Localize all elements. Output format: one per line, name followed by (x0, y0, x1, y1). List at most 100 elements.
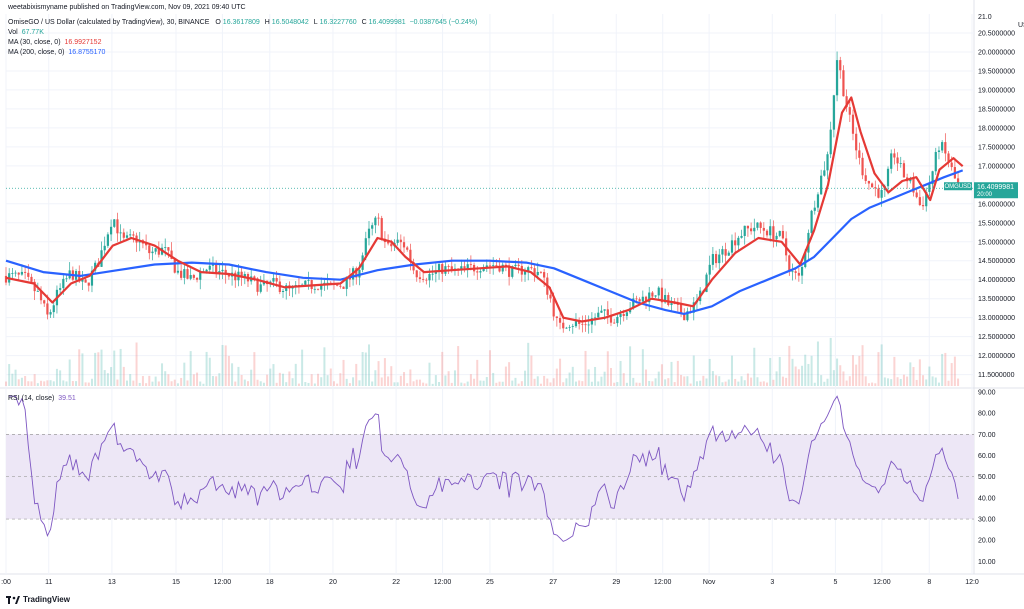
volume-bar (342, 359, 345, 386)
volume-bar (495, 382, 498, 386)
volume-bar (772, 379, 775, 386)
candle-body (641, 296, 644, 302)
time-tick-label: 8 (927, 579, 931, 586)
volume-bar (352, 377, 355, 386)
candle-body (928, 184, 931, 192)
candle-body (791, 271, 794, 273)
volume-bar (902, 374, 905, 386)
candle-body (227, 274, 230, 277)
candle-body (746, 225, 750, 229)
volume-bar (600, 376, 603, 386)
candle-body (170, 250, 173, 259)
candle-body (820, 175, 823, 195)
volume-bar (727, 379, 730, 386)
volume-bar (609, 367, 612, 386)
candle-body (27, 272, 30, 277)
volume-bar (829, 337, 832, 386)
volume-bar (36, 383, 39, 386)
candle-body (402, 242, 406, 248)
volume-bar (383, 358, 386, 386)
candle-body (90, 270, 94, 286)
candle-body (345, 276, 348, 289)
tradingview-logo[interactable]: TradingView (6, 595, 70, 604)
volume-bar (374, 370, 377, 386)
volume-bar (431, 383, 434, 386)
candle-body (581, 323, 584, 325)
price-tick-label: 20.5000000 (978, 30, 1015, 37)
volume-bar (877, 352, 880, 386)
candle-body (855, 133, 858, 151)
symbol-header: OmiseGO / US Dollar (calculated by Tradi… (8, 18, 477, 27)
volume-bar (759, 381, 762, 386)
volume-bar (734, 378, 737, 386)
volume-bar (345, 378, 348, 386)
volume-bar (718, 376, 721, 386)
ma30-header[interactable]: MA (30, close, 0) 16.9927152 (8, 38, 101, 47)
rsi-header[interactable]: RSI (14, close) 39.51 (8, 394, 76, 403)
volume-bar (75, 381, 78, 386)
volume-bar (890, 379, 893, 386)
volume-bar (138, 382, 141, 386)
candle-body (823, 170, 826, 176)
candle-body (132, 234, 135, 236)
volume-header[interactable]: Vol 67.77K (8, 28, 44, 37)
volume-bar (673, 382, 676, 386)
volume-bar (574, 381, 577, 386)
volume-bar (520, 381, 523, 386)
candle-body (218, 271, 221, 274)
volume-bar (473, 378, 476, 386)
candle-body (941, 142, 944, 151)
volume-bar (97, 352, 100, 386)
time-tick-label: 22 (392, 579, 400, 586)
candle-body (676, 304, 679, 305)
volume-bar (645, 369, 648, 386)
volume-bar (705, 378, 708, 386)
candle-body (918, 197, 921, 206)
volume-bar (686, 376, 689, 386)
candle-body (921, 205, 925, 207)
ma200-header[interactable]: MA (200, close, 0) 16.8755170 (8, 48, 105, 57)
rsi-tick-label: 90.00 (978, 390, 996, 397)
volume-bar (915, 379, 918, 386)
candle-body (30, 276, 33, 282)
volume-bar (189, 351, 192, 386)
candle-body (861, 157, 864, 176)
candle-body (145, 243, 148, 246)
volume-bar (622, 373, 625, 386)
candle-body (20, 271, 24, 275)
candle-body (377, 217, 380, 219)
volume-bar (444, 375, 447, 386)
candle-body (568, 326, 571, 328)
volume-bar (485, 377, 488, 386)
volume-bar (797, 369, 800, 386)
candle-body (371, 225, 374, 229)
candle-body (944, 142, 947, 154)
candle-body (597, 312, 600, 318)
candle-body (192, 275, 195, 278)
volume-bar (157, 381, 160, 386)
candle-body (625, 312, 629, 316)
volume-bar (361, 352, 364, 386)
volume-bar (186, 380, 189, 386)
volume-bar (670, 361, 673, 386)
price-tick-label: 12.5000000 (978, 334, 1015, 341)
candle-body (609, 315, 613, 323)
candle-body (380, 218, 383, 239)
volume-bar (326, 375, 329, 386)
volume-bar (944, 352, 947, 386)
rsi-tick-label: 30.00 (978, 517, 996, 524)
candle-body (762, 227, 765, 231)
candle-body (256, 278, 259, 292)
volume-bar (422, 382, 425, 386)
volume-bar (587, 369, 590, 386)
volume-bar (317, 373, 320, 386)
candle-body (148, 245, 151, 254)
candle-body (180, 270, 183, 278)
candle-body (813, 207, 816, 211)
volume-bar (20, 377, 23, 386)
candle-body (740, 235, 743, 238)
candle-body (167, 247, 170, 251)
volume-bar (816, 341, 819, 386)
candle-body (667, 295, 670, 306)
